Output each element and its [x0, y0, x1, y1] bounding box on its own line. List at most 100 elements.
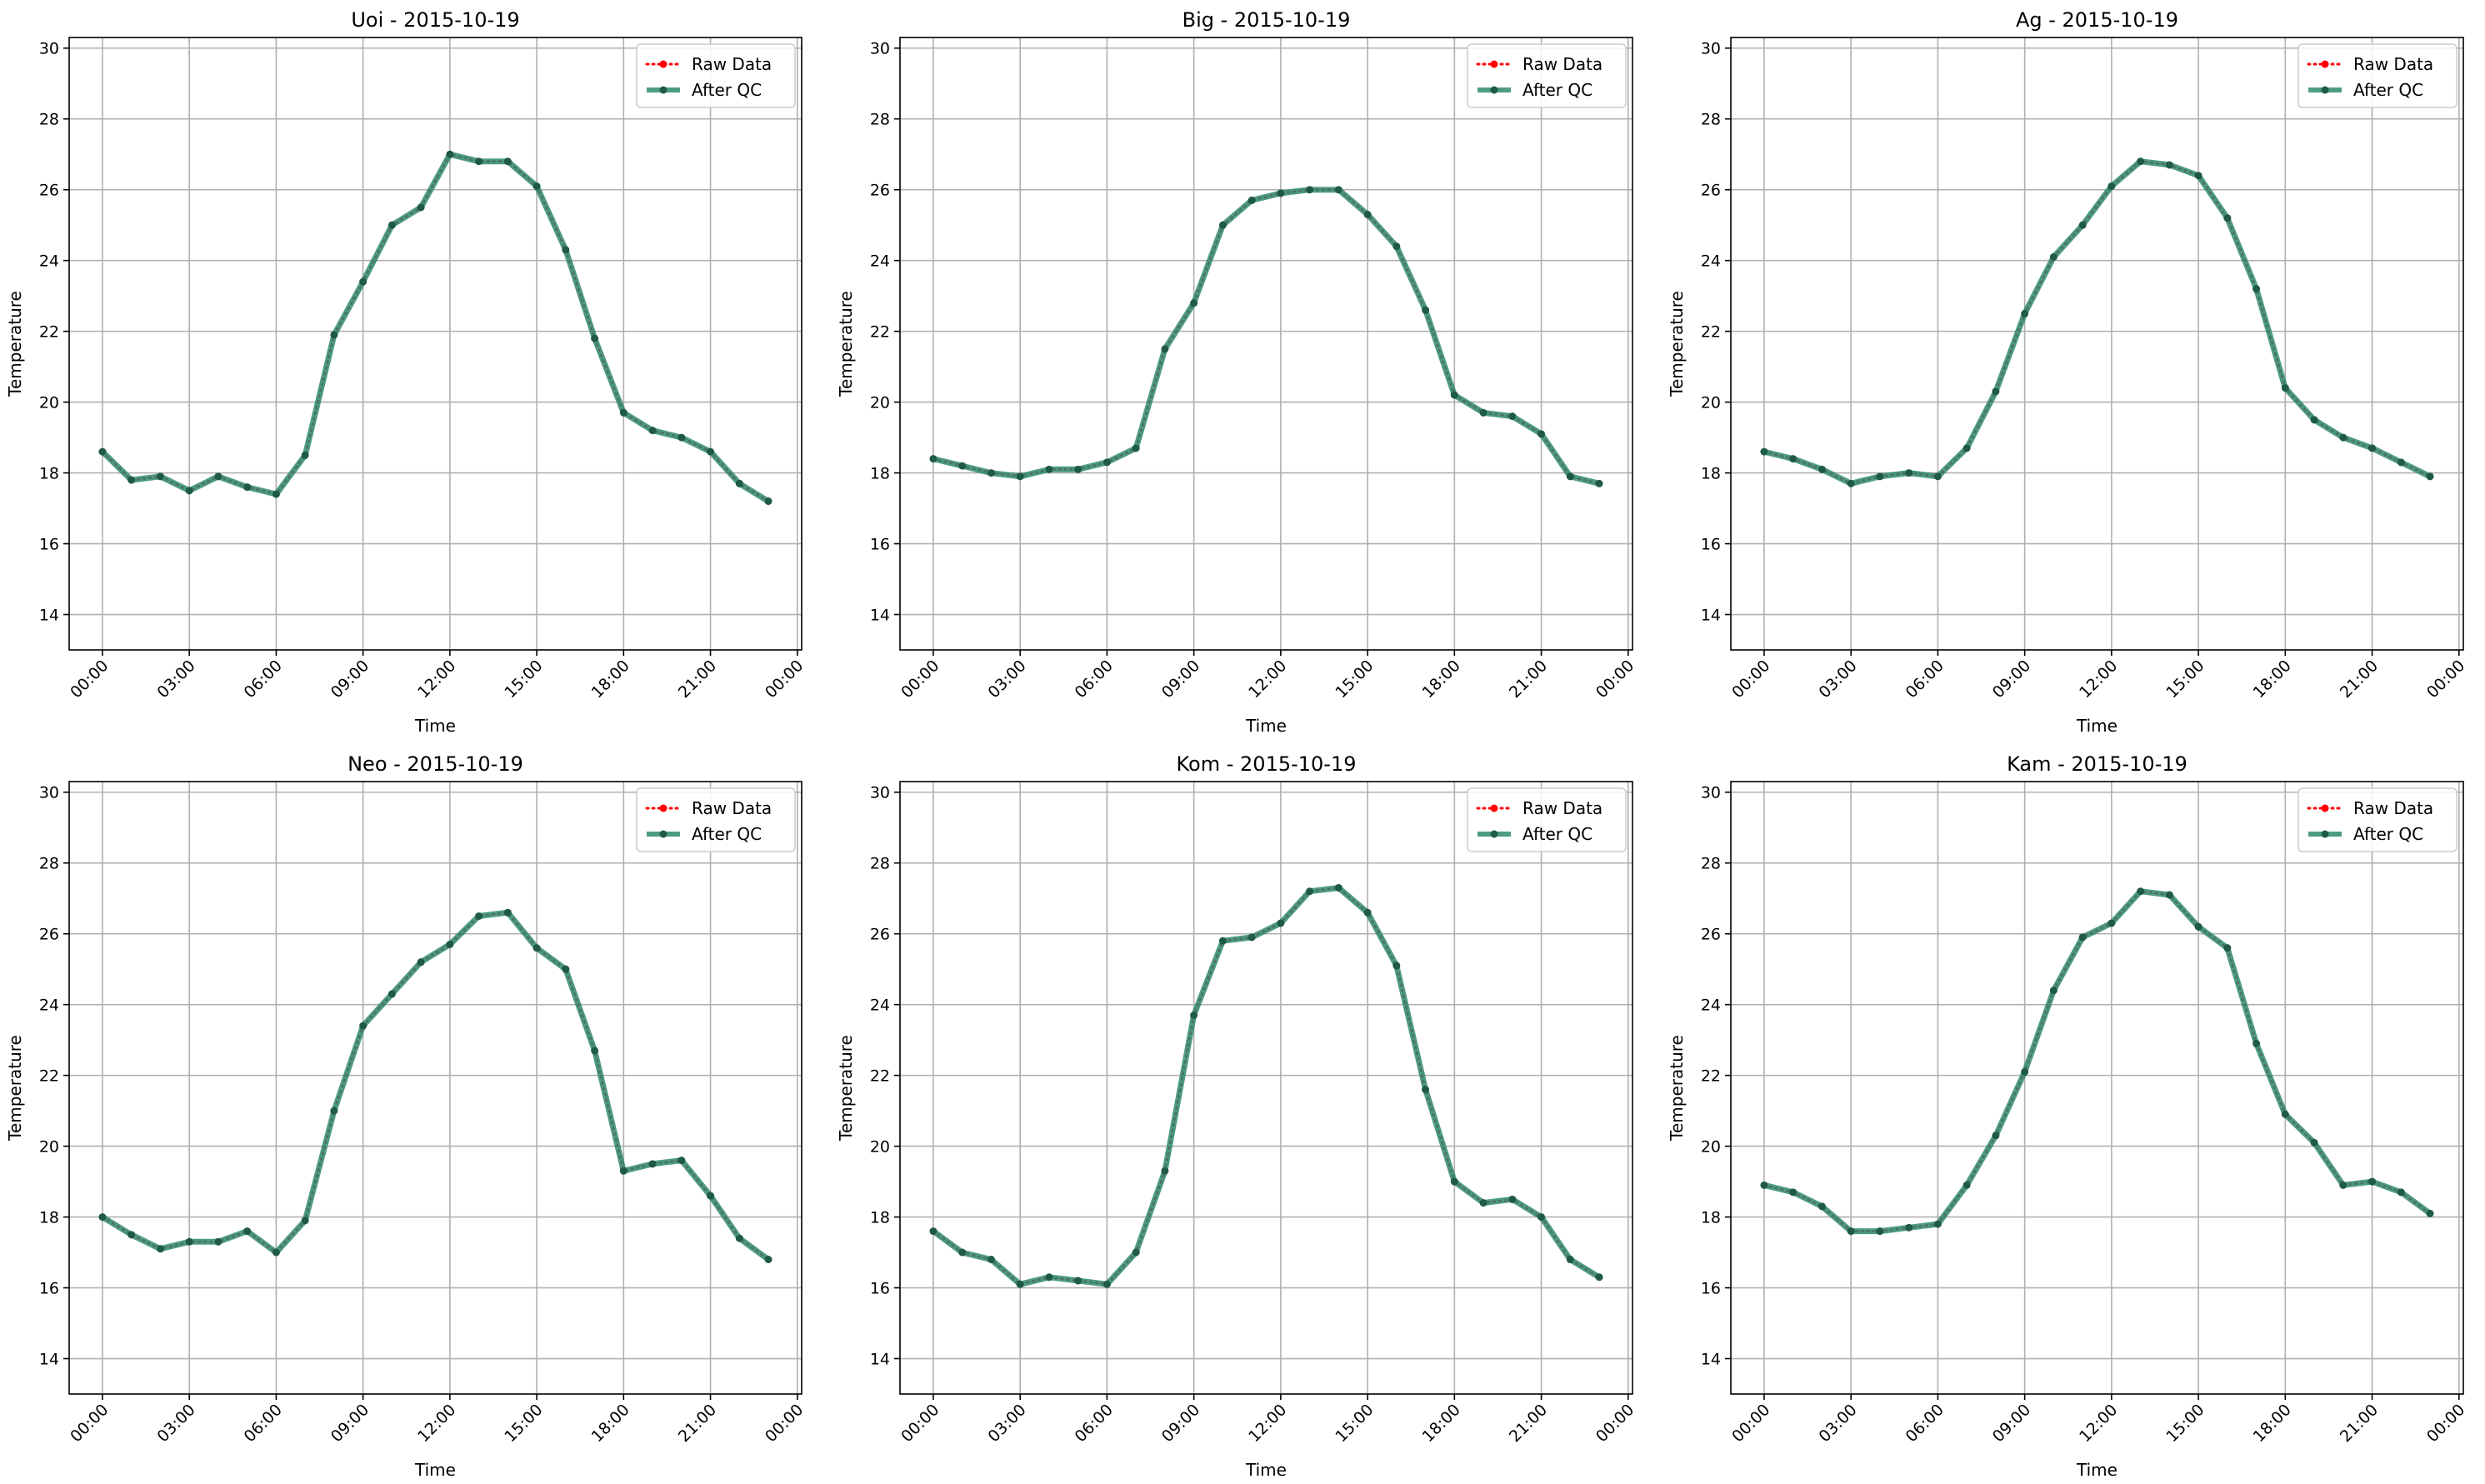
legend-label-raw-data: Raw Data	[1522, 798, 1602, 818]
series-line-raw-data	[932, 188, 1601, 485]
y-axis-label: Temperature	[836, 1035, 856, 1142]
y-tick-label: 20	[870, 394, 890, 412]
x-tick-label: 21:00	[675, 1401, 720, 1446]
y-axis-label: Temperature	[5, 291, 25, 397]
data-point-qc	[1450, 391, 1458, 399]
x-axis-label: Time	[1245, 716, 1287, 736]
x-tick-label: 12:00	[414, 657, 459, 702]
legend-label-raw-data: Raw Data	[2353, 798, 2433, 818]
data-point-qc	[2137, 157, 2145, 166]
data-point-qc	[1392, 242, 1401, 251]
x-tick-label: 09:00	[328, 1401, 372, 1446]
x-tick-label: 00:00	[1592, 657, 1638, 702]
legend-label-raw-data: Raw Data	[692, 54, 772, 74]
data-point-qc	[2397, 1188, 2405, 1197]
data-point-qc	[1876, 472, 1884, 481]
subplot-4: 14 16 18 20 22 24 26 28 30 00:00 03:00 06:00 09:00 12…	[5, 752, 807, 1480]
y-tick-label: 16	[870, 1280, 890, 1298]
legend-label-after-qc: After QC	[1522, 824, 1592, 844]
data-point-qc	[1962, 444, 1971, 452]
data-point-qc	[98, 447, 107, 456]
y-tick-label: 14	[870, 1351, 890, 1369]
y-tick-label: 22	[39, 323, 59, 342]
y-tick-label: 30	[1701, 784, 1721, 802]
series-line-after-qc	[101, 909, 771, 1262]
axes-frame	[1730, 781, 2464, 1395]
data-point-qc	[619, 1167, 628, 1175]
data-point-qc	[648, 427, 657, 435]
x-tick-label: 03:00	[1815, 657, 1860, 702]
data-point-qc	[1102, 1280, 1111, 1288]
data-point-qc	[1190, 1011, 1198, 1019]
legend-label-after-qc: After QC	[2353, 824, 2423, 844]
legend-marker-raw-data	[659, 804, 668, 812]
data-point-qc	[1306, 186, 1314, 194]
y-tick-label: 18	[870, 1209, 890, 1227]
x-tick-label: 00:00	[1592, 1401, 1638, 1446]
data-point-qc	[2339, 1181, 2348, 1189]
data-point-qc	[1876, 1227, 1884, 1236]
data-point-qc	[2078, 933, 2087, 942]
y-tick-label: 28	[1701, 111, 1721, 129]
y-tick-label: 18	[39, 1209, 59, 1227]
data-point-qc	[1538, 1213, 1546, 1222]
x-axis-label: Time	[414, 1460, 456, 1480]
data-point-qc	[1422, 1086, 1430, 1094]
x-tick-label: 12:00	[1245, 1401, 1290, 1446]
y-tick-label: 30	[39, 784, 59, 802]
legend: Raw Data After QC	[1467, 43, 1627, 108]
data-point-qc	[1248, 933, 1256, 942]
x-tick-label: 00:00	[898, 1401, 942, 1446]
data-point-qc	[1045, 465, 1053, 473]
y-axis-label: Temperature	[1667, 1035, 1687, 1142]
data-point-qc	[2194, 922, 2202, 931]
data-point-qc	[2281, 1110, 2289, 1118]
data-point-qc	[1045, 1273, 1053, 1282]
subplot-3: 14 16 18 20 22 24 26 28 30 00:00 03:00 06:00 09:00 12…	[1667, 8, 2468, 736]
data-point-qc	[1933, 1220, 1942, 1228]
data-point-qc	[2281, 384, 2289, 392]
y-tick-label: 20	[39, 394, 59, 412]
data-point-qc	[2397, 458, 2405, 467]
series-line-after-qc	[100, 151, 770, 504]
y-tick-label: 28	[39, 855, 59, 873]
data-point-qc	[1479, 408, 1488, 417]
x-tick-label: 03:00	[153, 1401, 198, 1446]
y-tick-label: 30	[870, 784, 890, 802]
y-tick-label: 18	[1701, 1209, 1721, 1227]
data-point-qc	[2108, 182, 2116, 190]
legend: Raw Data After QC	[2298, 787, 2458, 852]
data-point-qc	[1132, 444, 1140, 452]
x-tick-label: 21:00	[1506, 1401, 1551, 1446]
legend-label-raw-data: Raw Data	[692, 798, 772, 818]
legend-marker-raw-data	[1490, 60, 1498, 68]
data-point-qc	[417, 203, 425, 212]
data-point-qc	[128, 1231, 136, 1239]
data-point-qc	[243, 483, 252, 492]
x-tick-label: 09:00	[1158, 1401, 1203, 1446]
data-point-qc	[591, 334, 599, 342]
y-tick-label: 26	[1701, 182, 1721, 200]
subplot-5: 14 16 18 20 22 24 26 28 30 00:00 03:00 06:00 09:00 12…	[836, 752, 1638, 1480]
data-point-qc	[1789, 1188, 1798, 1197]
data-point-qc	[503, 157, 512, 166]
data-point-qc	[1818, 465, 1826, 473]
data-point-qc	[2252, 285, 2261, 293]
y-tick-label: 14	[1701, 607, 1721, 625]
data-point-qc	[1334, 883, 1342, 892]
data-point-qc	[1962, 1181, 1971, 1189]
y-tick-label: 14	[39, 1351, 59, 1369]
x-tick-label: 00:00	[2423, 657, 2468, 702]
y-tick-label: 30	[870, 40, 890, 58]
data-point-qc	[1760, 1181, 1768, 1189]
legend-label-after-qc: After QC	[692, 824, 762, 844]
x-tick-label: 15:00	[501, 657, 546, 702]
data-point-qc	[2021, 309, 2029, 317]
data-point-qc	[2108, 919, 2116, 927]
y-tick-label: 20	[870, 1138, 890, 1157]
data-point-qc	[301, 451, 309, 459]
data-point-qc	[1016, 472, 1024, 481]
series-line-after-qc	[932, 187, 1600, 487]
data-point-qc	[1190, 299, 1198, 307]
data-point-qc	[987, 469, 995, 477]
